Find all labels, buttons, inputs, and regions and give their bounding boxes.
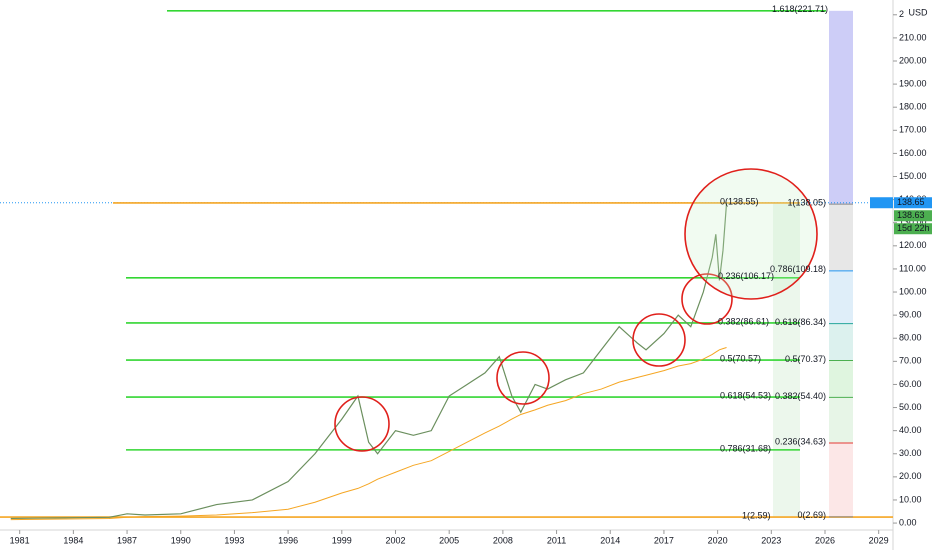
x-tick-label: 2008: [493, 535, 513, 545]
countdown-label: 15d 22h: [897, 223, 930, 233]
fib-band: [829, 360, 853, 398]
y-tick-label: 10.00: [899, 494, 922, 504]
fib-label: 0.786(31.68): [720, 443, 771, 453]
last-price-box: [894, 210, 932, 222]
y-tick-label: 130.00: [899, 217, 927, 227]
fib-label: 1(138.05): [787, 197, 826, 207]
fib-label: 0.5(70.57): [720, 353, 761, 363]
x-tick-label: 2026: [815, 535, 835, 545]
y-tick-label: 120.00: [899, 240, 927, 250]
y-tick-label: 50.00: [899, 402, 922, 412]
y-tick-label: 80.00: [899, 333, 922, 343]
x-tick-label: 2017: [654, 535, 674, 545]
fib-label: 0.382(86.61): [718, 316, 769, 326]
price-line: [10, 347, 727, 521]
y-tick-label: 2: [899, 9, 904, 19]
price-line: [10, 202, 728, 520]
y-tick-label: 40.00: [899, 425, 922, 435]
overlay: 0.00 10.00 20.00 30.00 40.00 50.00 60.00 70.00 8…: [718, 4, 932, 527]
last-price-label: 138.63: [897, 210, 925, 220]
x-tick-label: 1981: [10, 535, 30, 545]
circle: [632, 313, 686, 367]
fib-label: 0.618(86.34): [775, 317, 826, 327]
fib-band: [829, 270, 853, 324]
y-tick-label: 170.00: [899, 125, 927, 135]
y-tick-label: 0.00: [899, 517, 917, 527]
y-tick-label: 210.00: [899, 32, 927, 42]
x-tick-label: 2029: [869, 535, 889, 545]
fib-label: 0.236(34.63): [775, 436, 826, 446]
session-box: [870, 197, 893, 209]
x-tick-label: 2023: [761, 535, 781, 545]
plot-area: 1981 1984 1987 1990 1993 1996 1999 2002 2005 2008…: [0, 10, 897, 545]
fib-label: 0.786(109.18): [770, 264, 826, 274]
fib-label: 0.618(54.53): [720, 390, 771, 400]
x-tick-label: 2005: [439, 535, 459, 545]
x-tick-label: 1990: [171, 535, 191, 545]
circle: [681, 273, 733, 325]
x-tick-label: 1993: [224, 535, 244, 545]
fib-label: 0.236(106.17): [718, 271, 774, 281]
x-tick-label: 2002: [385, 535, 405, 545]
y-tick-label: 150.00: [899, 171, 927, 181]
fib-band: [829, 397, 853, 444]
y-tick-label: 20.00: [899, 471, 922, 481]
circle: [334, 396, 390, 452]
y-tick-label: 110.00: [899, 263, 926, 273]
y-tick-label: 200.00: [899, 55, 927, 65]
x-tick-label: 2014: [600, 535, 620, 545]
y-tick-label: 70.00: [899, 356, 922, 366]
y-tick-label: 60.00: [899, 379, 922, 389]
fib-label: 1(2.59): [742, 510, 771, 520]
x-tick-label: 2011: [547, 535, 566, 545]
y-tick-label: 190.00: [899, 78, 927, 88]
y-tick-label: 30.00: [899, 448, 922, 458]
fib-label: 0.382(54.40): [775, 391, 826, 401]
fib-label: 0(138.55): [720, 196, 759, 206]
x-tick-label: 2020: [708, 535, 728, 545]
y-tick-label: 90.00: [899, 310, 922, 320]
fib-band: [829, 323, 853, 361]
fib-label: 0(2.69): [797, 510, 826, 520]
fib-band: [829, 443, 853, 517]
y-tick-label: 100.00: [899, 286, 927, 296]
circle: [684, 168, 818, 300]
currency: USD: [908, 7, 928, 17]
x-tick-label: 1984: [63, 535, 83, 545]
annotation-circles: [334, 168, 818, 452]
fib-label: 1.618(221.71): [772, 4, 828, 14]
fib-label: 0.5(70.37): [785, 354, 826, 364]
fib-band: [829, 204, 853, 271]
x-tick-label: 1996: [278, 535, 298, 545]
countdown-box: [894, 223, 932, 235]
circle: [496, 351, 550, 405]
post-tag-box: [894, 197, 932, 209]
y-tick-label: 180.00: [899, 102, 927, 112]
x-tick-label: 1999: [332, 535, 352, 545]
post-price-label: 138.65: [897, 197, 925, 207]
fib-extension-band: [829, 10, 853, 205]
y-tick-label: 160.00: [899, 148, 927, 158]
x-tick-label: 1987: [117, 535, 137, 545]
